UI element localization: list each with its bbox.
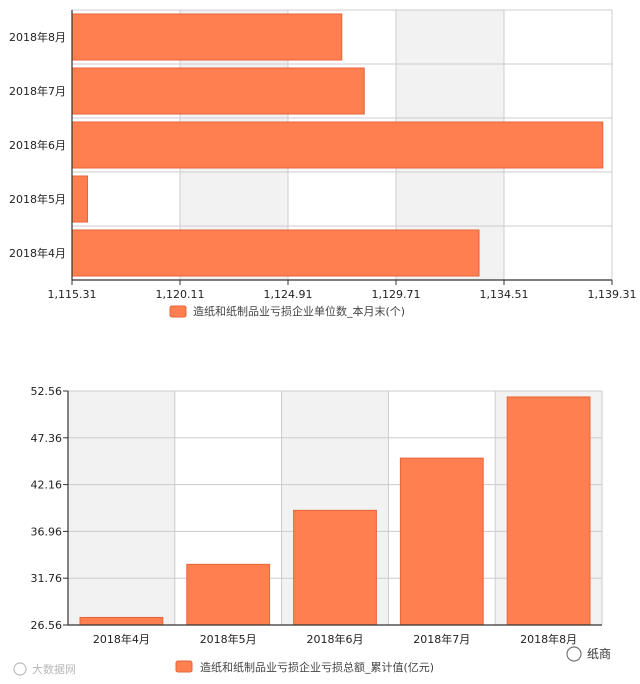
y-tick-label: 42.16 bbox=[31, 479, 63, 492]
bar bbox=[399, 457, 484, 626]
legend-swatch bbox=[175, 660, 193, 673]
brand-watermark: 纸商 bbox=[587, 646, 611, 661]
category-label: 2018年4月 bbox=[9, 246, 66, 260]
watermarks: 大数据网 纸商 bbox=[13, 646, 611, 676]
legend-label: 造纸和纸制品业亏损企业单位数_本月末(个) bbox=[193, 304, 405, 318]
category-label: 2018年7月 bbox=[9, 84, 66, 98]
legend-swatch bbox=[169, 305, 187, 318]
plot-band bbox=[68, 391, 175, 625]
chart-2-vertical-bars: 52.56 47.36 42.16 36.96 31.76 26.56 2018年4月 201… bbox=[31, 385, 603, 674]
x-tick-label: 1,124.91 bbox=[264, 288, 313, 301]
source-watermark: 大数据网 bbox=[32, 662, 76, 676]
bar bbox=[71, 67, 365, 115]
x-tick-label: 1,139.31 bbox=[588, 288, 637, 301]
legend-label: 造纸和纸制品业亏损企业亏损总额_累计值(亿元) bbox=[200, 660, 434, 674]
bar bbox=[71, 175, 89, 223]
x-tick-label: 1,115.31 bbox=[48, 288, 97, 301]
bar bbox=[293, 509, 377, 626]
category-label: 2018年5月 bbox=[200, 632, 257, 646]
category-label: 2018年4月 bbox=[93, 632, 150, 646]
y-tick-label: 26.56 bbox=[31, 619, 63, 632]
y-tick-label: 52.56 bbox=[31, 385, 63, 398]
bar bbox=[71, 13, 343, 61]
category-label: 2018年8月 bbox=[520, 632, 577, 646]
category-label: 2018年7月 bbox=[413, 632, 470, 646]
bar bbox=[71, 229, 480, 277]
bar bbox=[506, 396, 591, 626]
category-label: 2018年6月 bbox=[307, 632, 364, 646]
y-tick-label: 47.36 bbox=[31, 432, 63, 445]
chart-1-horizontal-bars: 1,115.31 1,120.11 1,124.91 1,129.71 1,134.51… bbox=[9, 9, 637, 318]
bar bbox=[186, 563, 271, 626]
x-tick-label: 1,134.51 bbox=[480, 288, 529, 301]
x-tick-label: 1,120.11 bbox=[156, 288, 205, 301]
y-tick-label: 31.76 bbox=[31, 572, 63, 585]
bar bbox=[71, 121, 604, 169]
y-tick-label: 36.96 bbox=[31, 525, 63, 538]
category-label: 2018年6月 bbox=[9, 138, 66, 152]
weibo-icon bbox=[13, 662, 27, 676]
bar bbox=[79, 616, 164, 626]
wechat-icon bbox=[566, 646, 582, 662]
category-label: 2018年5月 bbox=[9, 192, 66, 206]
category-label: 2018年8月 bbox=[9, 30, 66, 44]
x-tick-label: 1,129.71 bbox=[372, 288, 421, 301]
